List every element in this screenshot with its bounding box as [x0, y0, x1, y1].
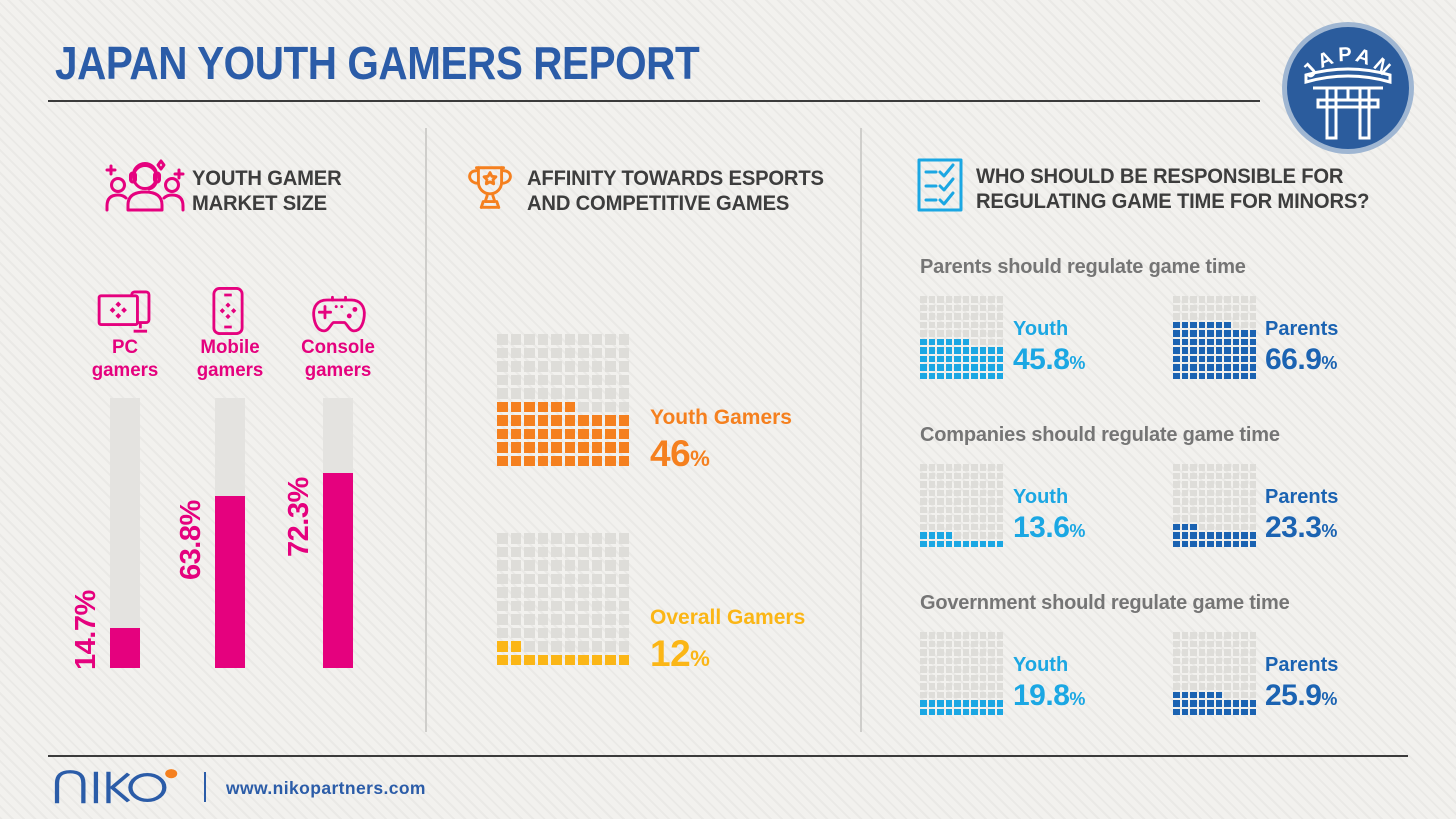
logo-dot	[165, 769, 178, 779]
pc-gamers-icon	[97, 290, 151, 333]
waffle-label-overall-gamers: Overall Gamers 12%	[650, 606, 806, 674]
website-link[interactable]: www.nikopartners.com	[226, 778, 426, 798]
footer-divider	[48, 755, 1408, 757]
bar-fill	[215, 495, 245, 668]
bar-console-gamers: 72.3%	[283, 398, 353, 668]
footer-separator	[204, 772, 206, 802]
waffle-g3-parents	[1173, 632, 1256, 715]
group-heading-companies-regulate: Companies should regulate game time	[920, 424, 1280, 446]
checklist-icon	[917, 158, 963, 212]
waffle-label-youth-gamers: Youth Gamers 46%	[650, 406, 792, 474]
waffle-g2-youth	[920, 464, 1003, 547]
japan-badge: JAPAN	[1282, 22, 1414, 154]
mobile-gamers-icon	[212, 287, 244, 335]
section-title-regulation: WHO SHOULD BE RESPONSIBLE FOR REGULATING…	[976, 164, 1370, 214]
section-title-market: YOUTH GAMER MARKET SIZE	[192, 166, 342, 216]
bar-value-label: 14.7%	[70, 590, 102, 670]
waffle-g2-parents	[1173, 464, 1256, 547]
group-heading-government-regulate: Government should regulate game time	[920, 592, 1290, 614]
waffle-label-g1-parents: Parents 66.9%	[1265, 318, 1339, 376]
waffle-youth-gamers	[497, 334, 629, 466]
section-title-esports: AFFINITY TOWARDS ESPORTS AND COMPETITIVE…	[527, 166, 824, 216]
waffle-label-g2-youth: Youth 13.6%	[1013, 486, 1085, 544]
waffle-label-g1-youth: Youth 45.8%	[1013, 318, 1085, 376]
page-title: JAPAN YOUTH GAMERS REPORT	[55, 37, 700, 89]
torii-gate-icon	[1304, 67, 1392, 140]
waffle-g1-youth	[920, 296, 1003, 379]
waffle-overall-gamers	[497, 533, 629, 665]
column-divider-2	[860, 128, 862, 732]
bar-pc-gamers: 14.7%	[70, 398, 140, 670]
group-heading-parents-regulate: Parents should regulate game time	[920, 256, 1246, 278]
waffle-g3-youth	[920, 632, 1003, 715]
waffle-label-g2-parents: Parents 23.3%	[1265, 486, 1339, 544]
gamer-group-icon	[105, 159, 185, 212]
bar-fill	[323, 472, 353, 668]
waffle-g1-parents	[1173, 296, 1256, 379]
bar-value-label: 63.8%	[175, 500, 207, 580]
trophy-icon	[468, 166, 512, 209]
waffle-label-g3-parents: Parents 25.9%	[1265, 654, 1339, 712]
waffle-label-g3-youth: Youth 19.8%	[1013, 654, 1085, 712]
bar-fill	[110, 628, 140, 668]
title-divider	[48, 100, 1260, 102]
column-divider-1	[425, 128, 427, 732]
bar-mobile-gamers: 63.8%	[175, 398, 245, 668]
niko-logo: niko	[54, 769, 178, 804]
bar-value-label: 72.3%	[283, 477, 315, 557]
bar-category-label-mobile: Mobile gamers	[196, 336, 264, 381]
bar-category-label-console: Console gamers	[301, 336, 375, 381]
console-gamers-icon	[312, 295, 366, 333]
bar-category-label-pc: PC gamers	[91, 336, 159, 381]
